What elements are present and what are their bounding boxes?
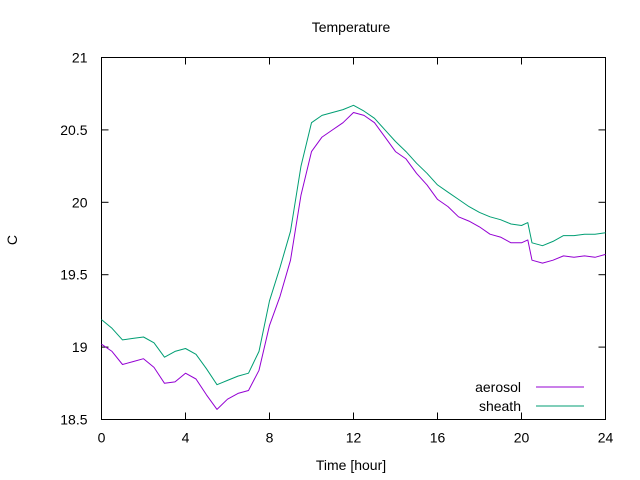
plot-frame — [101, 57, 606, 420]
series-line-sheath — [101, 104, 606, 386]
y-tick-label: 20 — [72, 194, 88, 210]
y-tick-label: 21 — [72, 50, 88, 66]
x-tick-label: 0 — [98, 430, 106, 446]
x-tick-label: 12 — [346, 430, 362, 446]
x-axis: 0 4 8 12 16 20 24 — [98, 57, 614, 446]
legend-label-aerosol: aerosol — [475, 379, 521, 395]
series-layer — [101, 104, 606, 410]
y-tick-label: 19.5 — [60, 267, 87, 283]
x-tick-label: 24 — [598, 430, 614, 446]
x-tick-label: 4 — [182, 430, 190, 446]
y-axis-label: C — [4, 235, 20, 245]
legend-label-sheath: sheath — [479, 398, 521, 414]
y-tick-label: 20.5 — [60, 122, 87, 138]
series-line-aerosol — [101, 112, 606, 410]
y-axis: 18.5 19 19.5 20 20.5 21 — [60, 50, 606, 428]
chart-title: Temperature — [312, 19, 391, 35]
y-tick-label: 18.5 — [60, 412, 87, 428]
y-tick-label: 19 — [72, 339, 88, 355]
x-tick-label: 16 — [430, 430, 446, 446]
x-axis-label: Time [hour] — [316, 457, 386, 473]
x-tick-label: 8 — [266, 430, 274, 446]
legend: aerosol sheath — [475, 379, 584, 414]
x-tick-label: 20 — [514, 430, 530, 446]
